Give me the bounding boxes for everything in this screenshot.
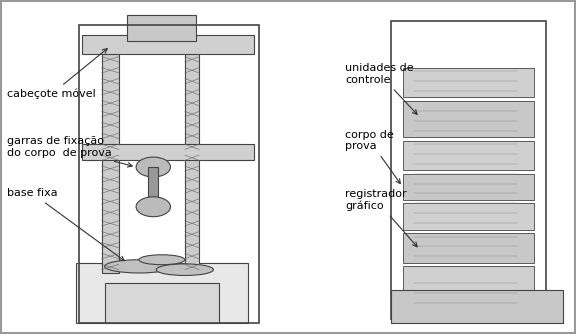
Circle shape	[136, 157, 170, 177]
FancyBboxPatch shape	[127, 15, 196, 41]
Text: cabeçote móvel: cabeçote móvel	[7, 49, 107, 100]
Ellipse shape	[139, 255, 185, 265]
FancyBboxPatch shape	[403, 174, 535, 200]
FancyBboxPatch shape	[403, 233, 535, 263]
Ellipse shape	[105, 260, 173, 273]
FancyBboxPatch shape	[105, 283, 219, 323]
Circle shape	[136, 197, 170, 217]
FancyBboxPatch shape	[403, 67, 535, 98]
FancyBboxPatch shape	[403, 141, 535, 170]
Text: base fixa: base fixa	[7, 188, 124, 261]
Text: garras de fixação
do corpo  de prova: garras de fixação do corpo de prova	[7, 136, 132, 167]
FancyBboxPatch shape	[82, 34, 253, 54]
FancyBboxPatch shape	[391, 290, 563, 323]
FancyBboxPatch shape	[102, 41, 119, 273]
Text: registrador
gráfico: registrador gráfico	[346, 189, 417, 247]
Ellipse shape	[156, 264, 214, 276]
FancyBboxPatch shape	[76, 263, 248, 323]
FancyBboxPatch shape	[82, 144, 253, 160]
FancyBboxPatch shape	[403, 267, 535, 309]
FancyBboxPatch shape	[403, 101, 535, 137]
FancyBboxPatch shape	[148, 167, 158, 200]
Text: corpo de
prova: corpo de prova	[346, 130, 400, 184]
Text: unidades de
controle: unidades de controle	[346, 63, 417, 114]
FancyBboxPatch shape	[185, 41, 199, 273]
FancyBboxPatch shape	[403, 203, 535, 230]
